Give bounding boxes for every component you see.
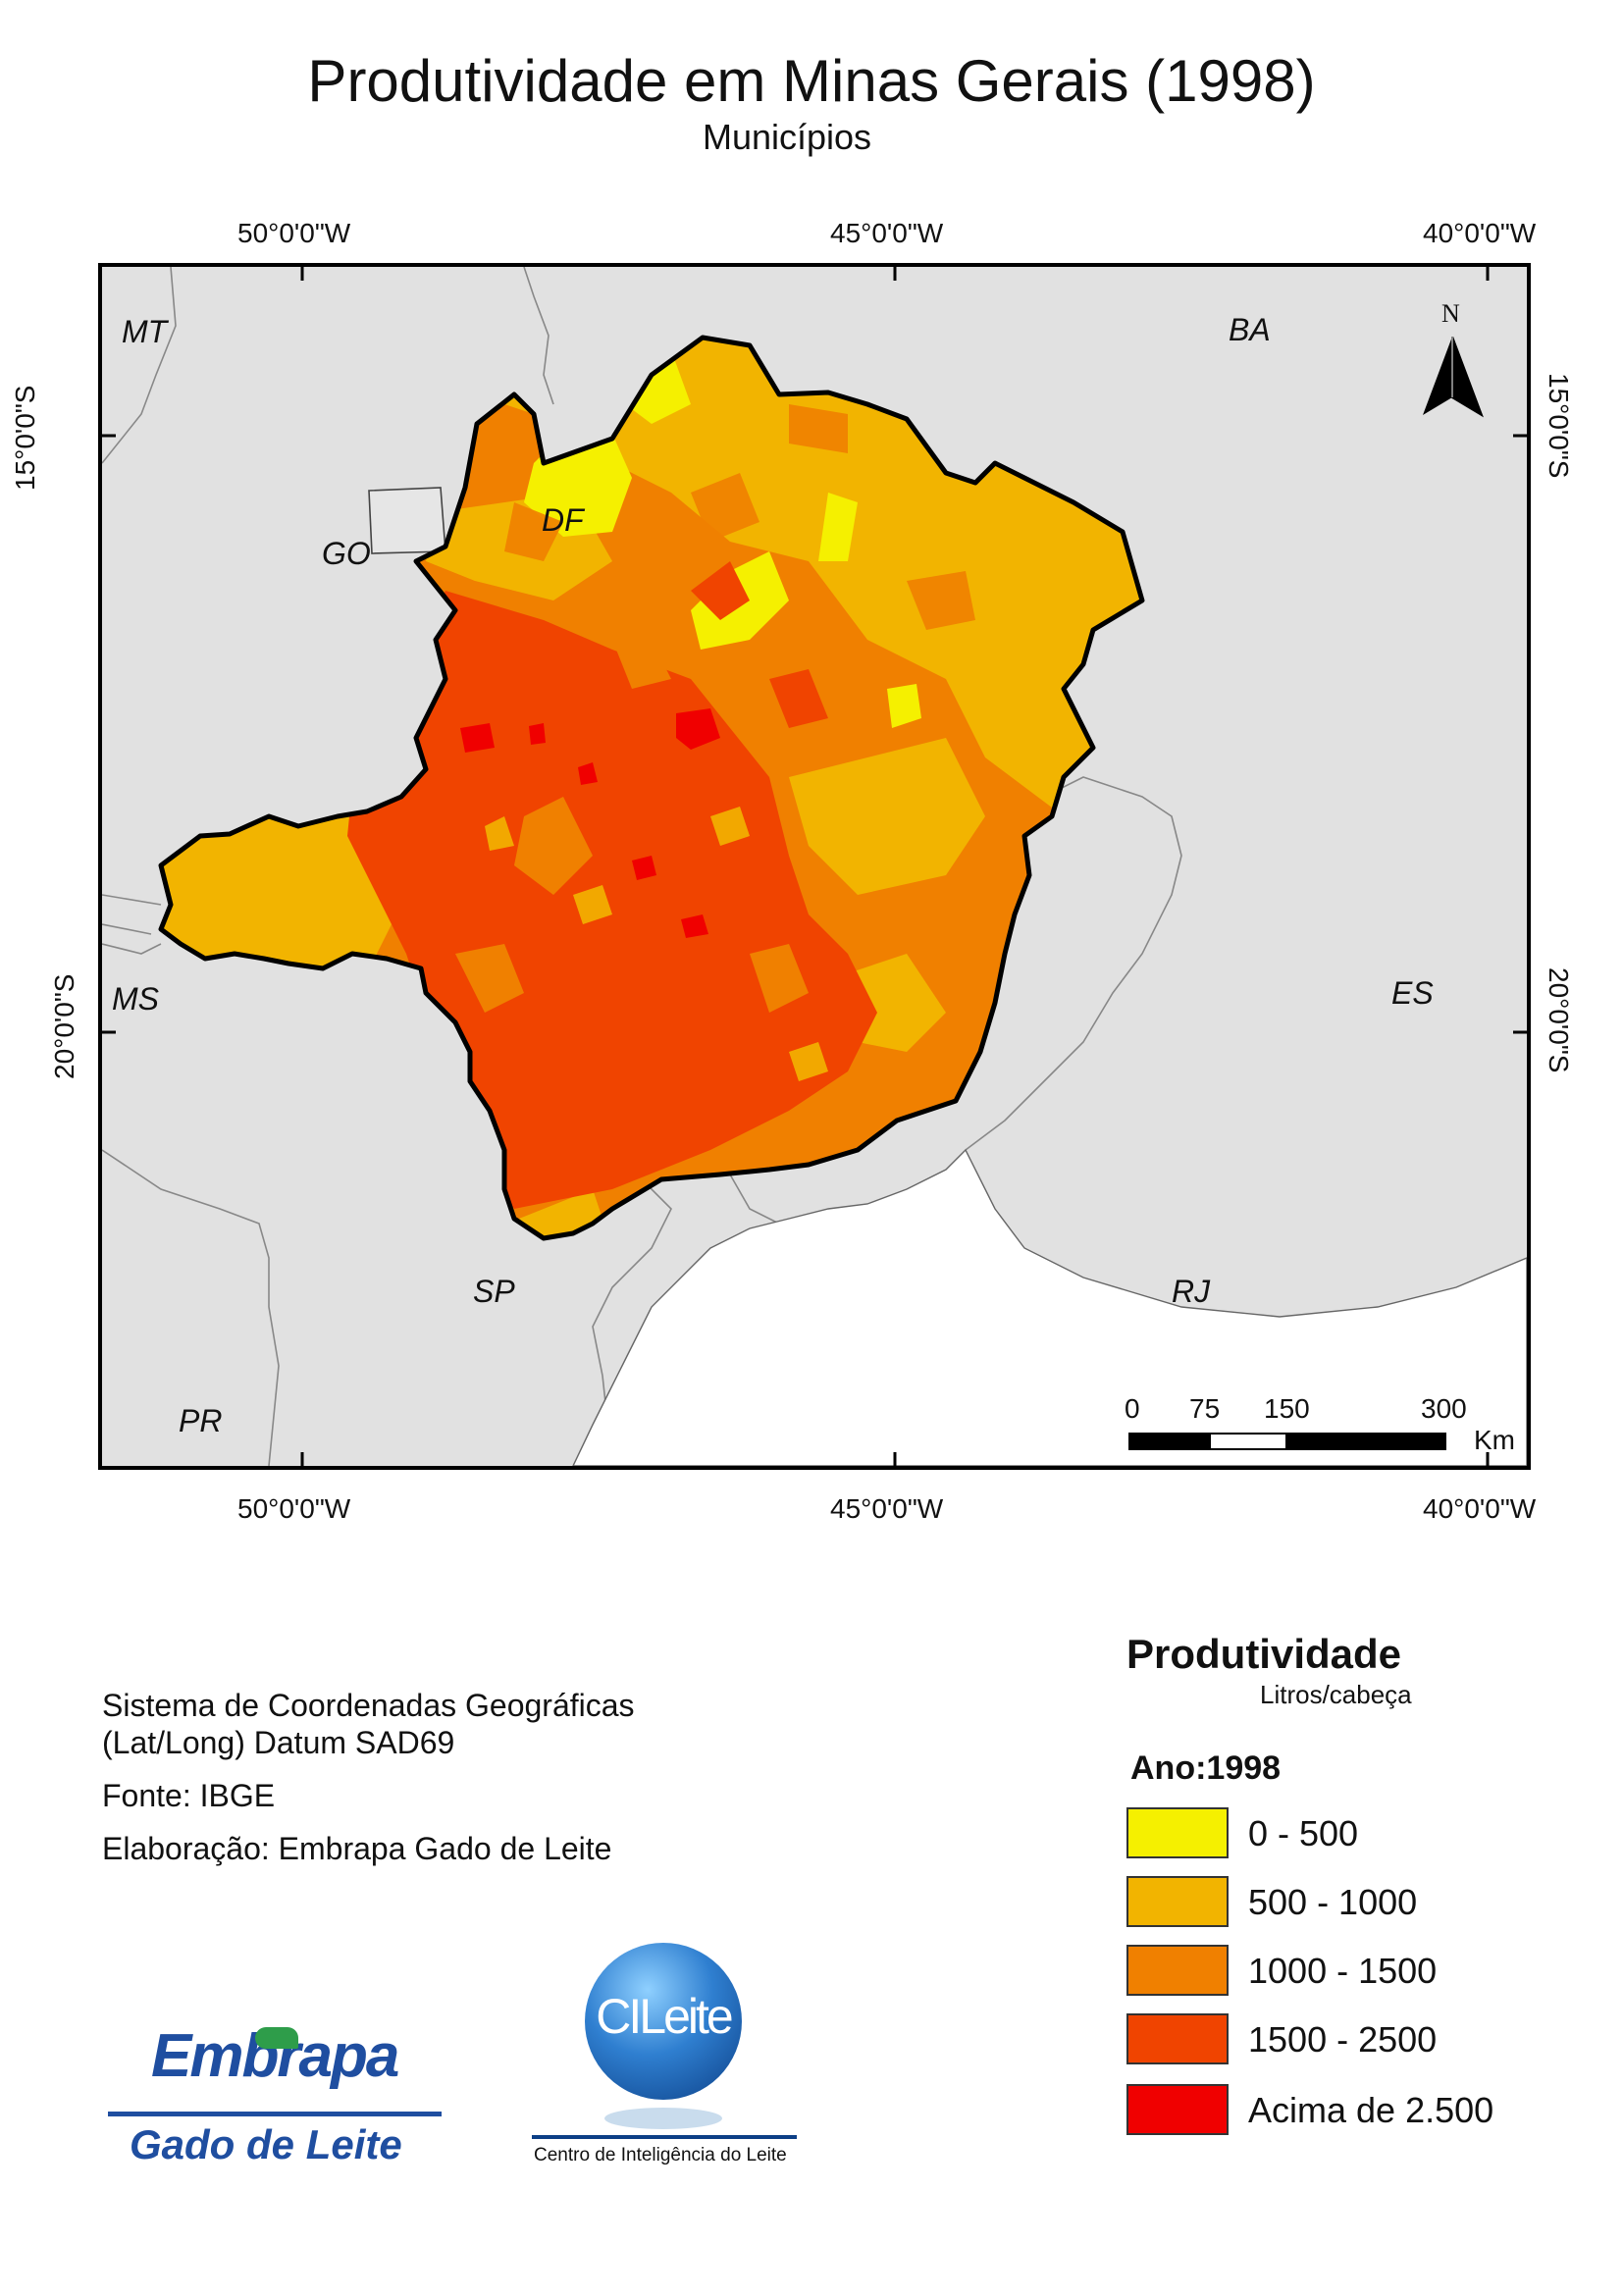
graticule-left-20s: 20°0'0"S — [49, 973, 79, 1079]
legend-swatch — [1126, 1807, 1229, 1858]
df-outline — [368, 487, 446, 554]
graticule-bottom-45w: 45°0'0"W — [830, 1493, 944, 1524]
cileite-logo-name: CILeite — [596, 1989, 733, 2044]
legend-item: 1000 - 1500 — [1126, 1945, 1568, 2000]
source-note: Fonte: IBGE — [102, 1778, 276, 1813]
state-label-mt: MT — [122, 314, 168, 349]
legend-swatch — [1126, 2084, 1229, 2135]
north-arrow: N — [1418, 299, 1487, 427]
state-label-es: ES — [1391, 975, 1434, 1011]
graticule-top-40w: 40°0'0"W — [1423, 218, 1537, 248]
legend-swatch — [1126, 2013, 1229, 2064]
legend-label: 0 - 500 — [1248, 1813, 1359, 1853]
graticule-right-20s: 20°0'0"S — [1544, 967, 1574, 1073]
legend-item: 500 - 1000 — [1126, 1876, 1568, 1931]
graticule-right-15s: 15°0'0"S — [1544, 373, 1574, 479]
state-label-sp: SP — [473, 1274, 515, 1309]
scale-tick-150: 150 — [1264, 1393, 1310, 1424]
legend-label: 1500 - 2500 — [1248, 2019, 1438, 2060]
map-subtitle: Municípios — [702, 117, 872, 157]
cileite-logo-full: Centro de Inteligência do Leite — [534, 2145, 787, 2166]
state-label-ms: MS — [112, 981, 159, 1017]
cileite-logo-shadow — [604, 2108, 722, 2129]
graticule-left-15s: 15°0'0"S — [10, 385, 40, 491]
embrapa-logo-unit: Gado de Leite — [130, 2121, 402, 2167]
graticule-ticks — [102, 267, 1527, 1466]
cileite-logo-globe — [585, 1943, 742, 2100]
ocean — [572, 1148, 1527, 1466]
state-label-pr: PR — [179, 1403, 223, 1438]
north-label: N — [1441, 299, 1460, 328]
legend-swatch — [1126, 1876, 1229, 1927]
scale-tick-75: 75 — [1189, 1393, 1221, 1424]
scale-segment-2 — [1209, 1433, 1287, 1450]
scale-segment-3 — [1287, 1433, 1446, 1450]
legend-label: 500 - 1000 — [1248, 1882, 1418, 1922]
map-frame — [98, 263, 1531, 1470]
legend-item: Acima de 2.500 — [1126, 2084, 1568, 2139]
scale-segment-1 — [1128, 1433, 1209, 1450]
crs-line-1: Sistema de Coordenadas Geográficas — [102, 1688, 635, 1723]
map-canvas — [102, 267, 1527, 1466]
state-label-rj: RJ — [1172, 1274, 1211, 1309]
north-arrow-icon — [1423, 337, 1484, 418]
legend-label: 1000 - 1500 — [1248, 1951, 1438, 1991]
embrapa-logo: Embrapa Gado de Leite — [108, 2021, 451, 2188]
state-label-ba: BA — [1229, 312, 1271, 347]
scale-bar: 0 75 150 300 Km — [1125, 1393, 1517, 1462]
cileite-logo-rule — [532, 2135, 797, 2139]
map-title: Produtividade em Minas Gerais (1998) — [307, 48, 1316, 114]
legend-unit: Litros/cabeça — [1260, 1680, 1412, 1709]
legend-item: 1500 - 2500 — [1126, 2013, 1568, 2068]
embrapa-logo-leaf — [255, 2027, 298, 2049]
graticule-bottom-40w: 40°0'0"W — [1423, 1493, 1537, 1524]
legend-label: Acima de 2.500 — [1248, 2090, 1494, 2130]
cileite-logo: CILeite Centro de Inteligência do Leite — [530, 1943, 805, 2188]
scale-unit: Km — [1474, 1425, 1515, 1455]
legend-item: 0 - 500 — [1126, 1807, 1568, 1862]
graticule-bottom-50w: 50°0'0"W — [237, 1493, 351, 1524]
minas-gerais-outline — [158, 335, 1145, 1241]
legend-year: Ano:1998 — [1130, 1749, 1282, 1787]
state-label-go: GO — [322, 536, 371, 571]
legend-title: Produtividade — [1126, 1631, 1402, 1677]
graticule-top-50w: 50°0'0"W — [237, 218, 351, 248]
author-note: Elaboração: Embrapa Gado de Leite — [102, 1831, 612, 1866]
state-label-df: DF — [542, 502, 584, 538]
scale-tick-0: 0 — [1125, 1393, 1140, 1424]
legend-swatch — [1126, 1945, 1229, 1996]
minas-gerais-choropleth — [161, 338, 1142, 1238]
graticule-top-45w: 45°0'0"W — [830, 218, 944, 248]
crs-line-2: (Lat/Long) Datum SAD69 — [102, 1725, 455, 1760]
embrapa-logo-rule — [108, 2112, 442, 2116]
scale-tick-300: 300 — [1421, 1393, 1467, 1424]
